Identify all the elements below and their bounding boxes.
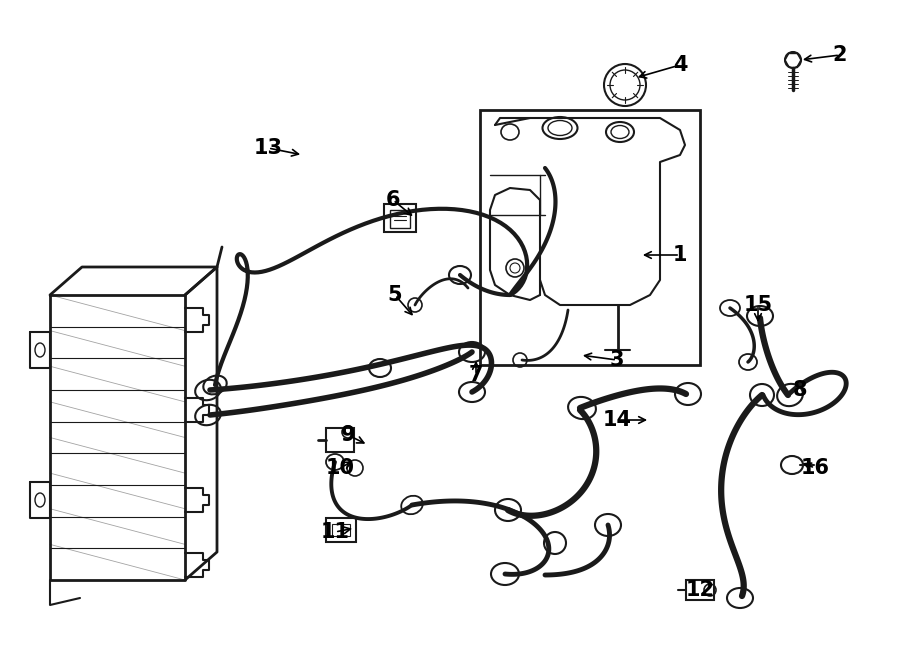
Text: 1: 1: [673, 245, 688, 265]
Text: 6: 6: [386, 190, 400, 210]
Text: 9: 9: [341, 425, 356, 445]
Bar: [390, 210, 410, 228]
Bar: [326, 518, 356, 542]
Bar: [332, 524, 350, 536]
Bar: [686, 580, 714, 600]
Text: 4: 4: [673, 55, 688, 75]
Text: 8: 8: [793, 380, 807, 400]
Text: 15: 15: [743, 295, 772, 315]
Bar: [326, 428, 354, 452]
Text: 7: 7: [469, 365, 483, 385]
Ellipse shape: [785, 52, 801, 68]
Text: 3: 3: [610, 350, 625, 370]
Text: 10: 10: [326, 458, 355, 478]
Text: 14: 14: [602, 410, 632, 430]
Bar: [384, 204, 416, 232]
Text: 2: 2: [832, 45, 847, 65]
Bar: [480, 110, 700, 365]
Text: 11: 11: [320, 522, 349, 542]
Text: 13: 13: [254, 138, 283, 158]
Text: 5: 5: [388, 285, 402, 305]
Text: 12: 12: [686, 580, 715, 600]
Text: 16: 16: [800, 458, 830, 478]
Ellipse shape: [604, 64, 646, 106]
